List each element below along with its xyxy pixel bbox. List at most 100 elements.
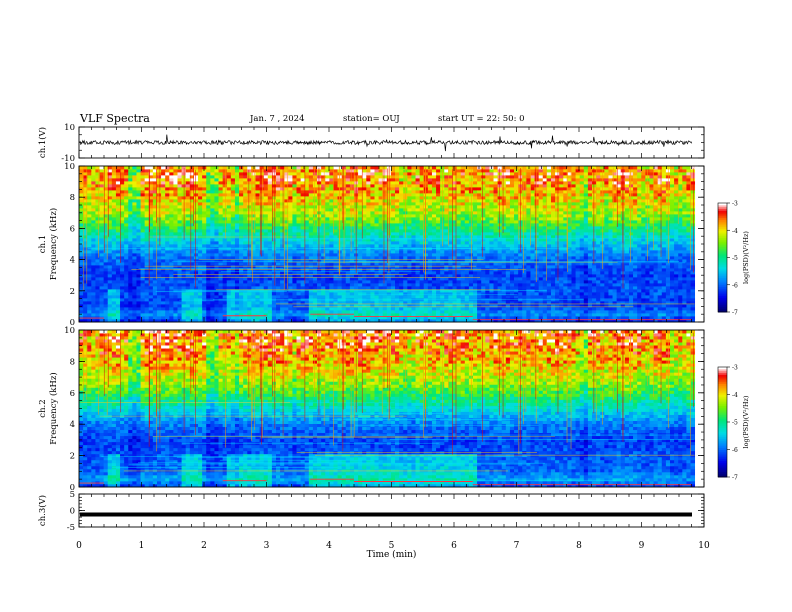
ch1-spectrogram-cell [214,280,219,283]
ch1-spectrogram-cell [333,307,338,310]
ch1-spectrogram-cell [214,295,219,298]
ch1-spectrogram-cell [100,247,105,250]
ch1-spectrogram-cell [452,196,457,199]
ch1-spectrogram-cell [461,283,466,286]
ch1-spectrogram-cell [457,232,462,235]
ch1-spectrogram-cell [457,211,462,214]
ch1-spectrogram-cell [198,196,203,199]
ch1-spectrogram-cell [375,223,380,226]
ch1-spectrogram-cell [444,175,449,178]
ch1-spectrogram-cell [424,244,429,247]
ch1-spectrogram-cell [350,286,355,289]
ch1-spectrogram-cell [362,292,367,295]
ch1-spectrogram-cell [457,172,462,175]
ch1-spectrogram-cell [309,292,314,295]
ch1-spectrogram-cell [416,295,421,298]
ch1-spectrogram-cell [132,286,137,289]
ch1-spectrogram-cell [416,286,421,289]
ch1-spectrogram-cell [301,196,306,199]
ch1-spectrogram-cell [87,199,92,202]
ch1-spectrogram-cell [132,247,137,250]
ch1-spectrogram-cell [424,169,429,172]
ch1-spectrogram-cell [272,262,277,265]
ch1-spectrogram-cell [91,184,96,187]
ch1-spectrogram-cell [251,304,256,307]
ch1-spectrogram-cell [383,226,388,229]
ch1-spectrogram-cell [383,223,388,226]
ch1-spectrogram-cell [251,256,256,259]
ch1-spectrogram-cell [132,199,137,202]
ch1-spectrogram-cell [346,265,351,268]
ch1-spectrogram-cell [231,196,236,199]
ch1-spectrogram-cell [272,265,277,268]
ch1-spectrogram-cell [366,229,371,232]
ch1-spectrogram-cell [362,280,367,283]
ch1-spectrogram-cell [198,265,203,268]
ch1-spectrogram-cell [383,286,388,289]
ch1-spectrogram-cell [346,220,351,223]
ch1-spectrogram-cell [346,286,351,289]
ch1-spectrogram-cell [116,316,121,319]
ch1-spectrogram-cell [141,235,146,238]
ch1-spectrogram-cell [202,304,207,307]
ch1-spectrogram-cell [169,253,174,256]
ch1-spectrogram-cell [313,181,318,184]
ch1-spectrogram-cell [157,175,162,178]
ch1-spectrogram-cell [178,202,183,205]
ch1-spectrogram-cell [268,214,273,217]
ch1-spectrogram-cell [260,280,265,283]
ch1-spectrogram-cell [309,280,314,283]
ch1-spectrogram-cell [124,268,128,271]
ch1-spectrogram-cell [169,289,174,292]
ch1-spectrogram-cell [280,205,285,208]
ch1-spectrogram-cell [305,193,310,196]
ch1-spectrogram-cell [112,172,117,175]
ch1-spectrogram-cell [411,214,416,217]
ch1-spectrogram-cell [305,199,310,202]
ch1-spectrogram-cell [255,184,259,187]
ch1-spectrogram-cell [182,283,187,286]
ch1-spectrogram-cell [346,211,351,214]
ch1-spectrogram-cell [95,253,100,256]
ch1-spectrogram-cell [149,232,154,235]
ch1-spectrogram-cell [141,193,146,196]
ch1-spectrogram-cell [321,199,326,202]
ch1-spectrogram-cell [186,202,191,205]
ch1-spectrogram-cell [116,205,121,208]
ch1-spectrogram-cell [407,166,412,169]
ch1-spectrogram-cell [452,214,457,217]
ch1-spectrogram-cell [297,202,302,205]
ch1-spectrogram-cell [411,262,416,265]
ch1-spectrogram-cell [136,286,141,289]
ch1-spectrogram-cell [305,262,310,265]
ch1-spectrogram-cell [104,265,109,268]
ch1-spectrogram-cell [424,193,429,196]
ch1-spectrogram-cell [366,256,371,259]
ch1-spectrogram-cell [276,316,281,319]
ch1-spectrogram-cell [194,211,199,214]
ch1-spectrogram-cell [235,244,240,247]
ch1-spectrogram-cell [276,202,281,205]
ch1-spectrogram-cell [227,199,232,202]
ch1-spectrogram-cell [136,277,141,280]
ch1-spectrogram-cell [379,310,384,313]
ch1-spectrogram-cell [444,220,449,223]
ch1-spectrogram-cell [297,229,302,232]
ch1-spectrogram-cell [214,223,219,226]
ch1-spectrogram-cell [297,181,302,184]
ch1-spectrogram-cell [223,226,228,229]
ch1-spectrogram-cell [440,292,445,295]
ch1-spectrogram-cell [284,229,289,232]
ch1-spectrogram-cell [79,226,84,229]
ch1-spectrogram-cell [284,211,289,214]
ch1-spectrogram-cell [235,211,240,214]
ch1-spectrogram-cell [391,172,396,175]
ch1-spectrogram-cell [428,181,433,184]
ch1-spectrogram-cell [198,304,203,307]
ch1-spectrogram-cell [452,172,457,175]
ch1-spectrogram-cell [407,313,412,316]
ch1-spectrogram-cell [313,313,318,316]
ch1-spectrogram-cell [202,184,207,187]
ch1-spectrogram-cell [362,232,367,235]
ch1-spectrogram-cell [157,259,162,262]
